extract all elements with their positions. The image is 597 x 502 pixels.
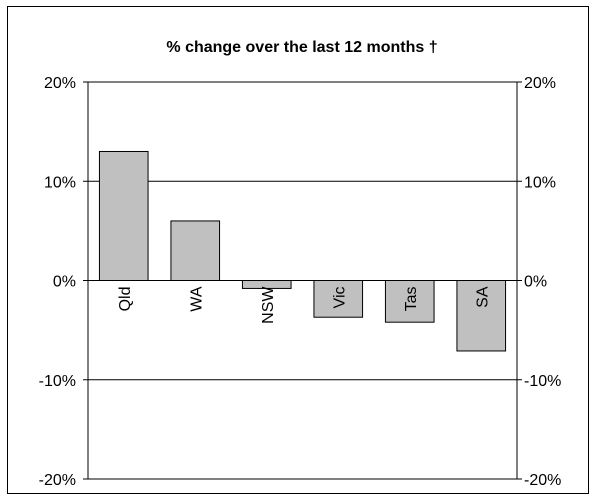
category-label-qld: Qld bbox=[117, 287, 134, 312]
y-tick-label-left: -20% bbox=[39, 472, 76, 489]
y-axis-right: 20% 10% 0% -10% -20% bbox=[517, 75, 561, 489]
category-label-tas: Tas bbox=[403, 287, 420, 312]
bar-tas bbox=[384, 280, 435, 323]
bar-nsw bbox=[241, 280, 292, 289]
y-tick-label-left: 10% bbox=[44, 174, 76, 191]
y-tick-label-left: 0% bbox=[53, 274, 76, 291]
category-label-nsw: NSW bbox=[260, 286, 277, 324]
y-tick-label-right: -20% bbox=[524, 472, 561, 489]
category-label-sa: SA bbox=[474, 286, 491, 308]
bar-sa bbox=[456, 280, 507, 352]
bar-wa bbox=[170, 220, 221, 281]
category-label-wa: WA bbox=[188, 286, 205, 312]
bars bbox=[98, 150, 507, 352]
category-labels: Qld WA NSW Vic Tas SA bbox=[117, 286, 492, 324]
bar-qld bbox=[98, 150, 149, 281]
y-tick-label-right: 10% bbox=[524, 174, 556, 191]
chart-title: % change over the last 12 months † bbox=[166, 39, 437, 56]
y-tick-label-right: 20% bbox=[524, 75, 556, 92]
y-tick-label-left: 20% bbox=[44, 75, 76, 92]
y-axis-left: 20% 10% 0% -10% -20% bbox=[39, 75, 88, 489]
bar-vic bbox=[313, 280, 364, 318]
y-tick-label-right: -10% bbox=[524, 373, 561, 390]
category-label-vic: Vic bbox=[331, 287, 348, 309]
y-tick-label-right: 0% bbox=[524, 274, 547, 291]
gridlines bbox=[88, 81, 517, 381]
y-tick-label-left: -10% bbox=[39, 373, 76, 390]
